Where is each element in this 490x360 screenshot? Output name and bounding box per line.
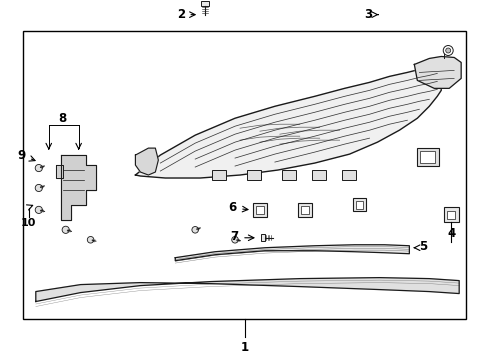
Bar: [342, 170, 356, 180]
Bar: [253, 203, 267, 217]
Circle shape: [87, 237, 94, 243]
Bar: [420, 151, 435, 163]
Circle shape: [35, 206, 42, 213]
Circle shape: [232, 237, 238, 243]
Polygon shape: [135, 64, 441, 178]
Polygon shape: [36, 278, 459, 302]
Bar: [23, 31, 466, 319]
Polygon shape: [56, 165, 63, 178]
Text: 5: 5: [419, 240, 428, 253]
Bar: [356, 201, 363, 208]
Circle shape: [62, 226, 69, 233]
Text: 1: 1: [241, 341, 249, 354]
Bar: [417, 148, 439, 166]
Circle shape: [35, 184, 42, 192]
Polygon shape: [135, 148, 158, 175]
Bar: [247, 170, 261, 180]
Text: 2: 2: [177, 8, 185, 21]
Bar: [444, 207, 459, 222]
Text: 7: 7: [230, 230, 238, 243]
Circle shape: [35, 165, 42, 172]
Bar: [298, 203, 312, 217]
Bar: [212, 170, 226, 180]
Bar: [282, 170, 296, 180]
Text: 6: 6: [228, 201, 236, 215]
Text: 4: 4: [447, 227, 455, 240]
Bar: [261, 234, 265, 241]
Bar: [256, 206, 264, 214]
Bar: [447, 211, 455, 219]
Text: 3: 3: [365, 8, 372, 21]
Circle shape: [446, 48, 451, 53]
Bar: [301, 206, 309, 214]
Polygon shape: [415, 57, 461, 88]
Text: 8: 8: [59, 112, 67, 125]
Circle shape: [443, 45, 453, 55]
Circle shape: [192, 226, 198, 233]
Bar: [312, 170, 326, 180]
Text: 10: 10: [21, 218, 37, 228]
Polygon shape: [175, 245, 409, 261]
Bar: [353, 198, 366, 211]
Text: 9: 9: [18, 149, 26, 162]
Bar: [201, 1, 209, 6]
Polygon shape: [61, 155, 96, 220]
